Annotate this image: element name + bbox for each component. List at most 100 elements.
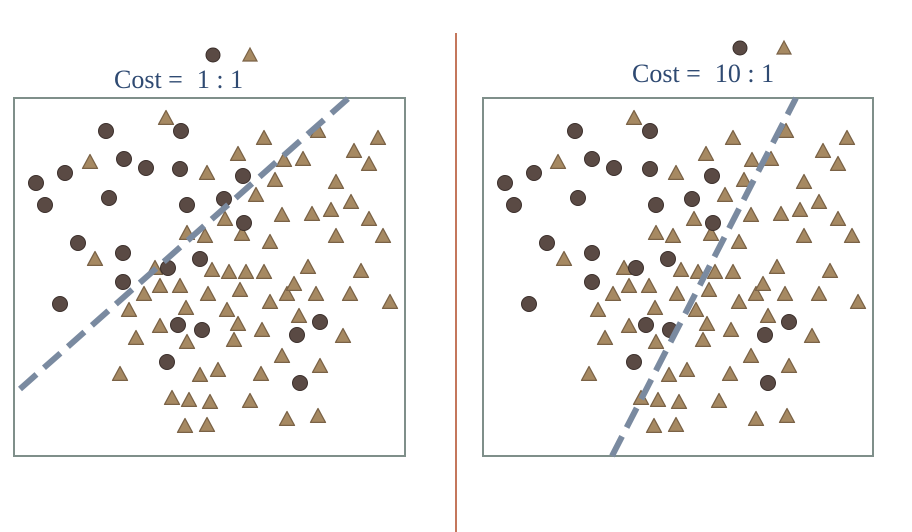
circle-point xyxy=(760,375,776,391)
triangle-point xyxy=(327,173,345,190)
circle-point xyxy=(138,160,154,176)
triangle-point xyxy=(176,417,194,434)
triangle-point xyxy=(667,416,685,433)
circle-point xyxy=(638,317,654,333)
triangle-point xyxy=(369,129,387,146)
triangle-point xyxy=(309,407,327,424)
legend-right xyxy=(732,39,793,56)
triangle-point xyxy=(660,366,678,383)
circle-point xyxy=(642,123,658,139)
circle-point xyxy=(497,175,513,191)
triangle-point xyxy=(266,171,284,188)
triangle-point xyxy=(730,233,748,250)
triangle-point xyxy=(645,417,663,434)
triangle-point xyxy=(261,293,279,310)
triangle-point xyxy=(203,261,221,278)
triangle-point xyxy=(747,285,765,302)
circle-point xyxy=(192,251,208,267)
triangle-point xyxy=(255,129,273,146)
triangle-point xyxy=(829,155,847,172)
triangle-point xyxy=(180,391,198,408)
decision-boundary-left xyxy=(18,92,354,392)
circle-point xyxy=(160,260,176,276)
triangle-point xyxy=(694,331,712,348)
triangle-point xyxy=(604,285,622,302)
triangle-point xyxy=(157,109,175,126)
triangle-point xyxy=(625,109,643,126)
circle-point xyxy=(173,123,189,139)
triangle-point xyxy=(278,410,296,427)
triangle-point xyxy=(716,186,734,203)
triangle-point xyxy=(253,321,271,338)
triangle-point xyxy=(229,145,247,162)
circle-point xyxy=(57,165,73,181)
triangle-point xyxy=(163,389,181,406)
circle-point xyxy=(642,161,658,177)
triangle-point xyxy=(667,164,685,181)
circle-point xyxy=(170,317,186,333)
circle-point xyxy=(28,175,44,191)
circle-point xyxy=(292,375,308,391)
circle-point xyxy=(115,245,131,261)
triangle-point xyxy=(198,164,216,181)
triangle-point xyxy=(549,153,567,170)
triangle-point xyxy=(849,293,867,310)
triangle-point xyxy=(780,357,798,374)
triangle-point xyxy=(724,129,742,146)
triangle-point xyxy=(768,258,786,275)
triangle-point xyxy=(345,142,363,159)
circle-point xyxy=(172,161,188,177)
triangle-point xyxy=(334,327,352,344)
triangle-point xyxy=(216,210,234,227)
circle-point xyxy=(179,197,195,213)
circle-point xyxy=(628,260,644,276)
triangle-point xyxy=(273,206,291,223)
triangle-point xyxy=(555,250,573,267)
triangle-point xyxy=(697,145,715,162)
triangle-point xyxy=(640,277,658,294)
triangle-point xyxy=(229,315,247,332)
triangle-point xyxy=(620,317,638,334)
plot-box-left xyxy=(13,97,406,457)
triangle-point xyxy=(342,193,360,210)
triangle-point xyxy=(710,392,728,409)
triangle-point xyxy=(706,263,724,280)
circle-point xyxy=(37,197,53,213)
triangle-point xyxy=(247,186,265,203)
triangle-point xyxy=(620,277,638,294)
triangle-point xyxy=(381,293,399,310)
circle-point xyxy=(570,190,586,206)
circle-point xyxy=(194,322,210,338)
triangle-point xyxy=(646,299,664,316)
triangle-point xyxy=(791,201,809,218)
triangle-point xyxy=(795,227,813,244)
triangle-point xyxy=(829,210,847,227)
triangle-point xyxy=(743,151,761,168)
circle-icon xyxy=(732,40,748,56)
triangle-point xyxy=(795,173,813,190)
triangle-point xyxy=(580,365,598,382)
triangle-point xyxy=(151,317,169,334)
triangle-point xyxy=(111,365,129,382)
triangle-point xyxy=(171,277,189,294)
triangle-point xyxy=(747,410,765,427)
triangle-point xyxy=(241,392,259,409)
triangle-point xyxy=(220,263,238,280)
circle-point xyxy=(52,296,68,312)
points-right xyxy=(497,109,867,434)
circle-point xyxy=(648,197,664,213)
triangle-point xyxy=(685,210,703,227)
triangle-point xyxy=(199,285,217,302)
circle-point xyxy=(70,235,86,251)
triangle-point xyxy=(776,285,794,302)
triangle-point xyxy=(177,299,195,316)
triangle-point xyxy=(303,205,321,222)
circle-point xyxy=(705,215,721,231)
circle-point xyxy=(235,168,251,184)
triangle-point xyxy=(778,407,796,424)
triangle-point xyxy=(668,285,686,302)
triangle-point xyxy=(225,331,243,348)
triangle-point xyxy=(810,285,828,302)
circle-point xyxy=(757,327,773,343)
